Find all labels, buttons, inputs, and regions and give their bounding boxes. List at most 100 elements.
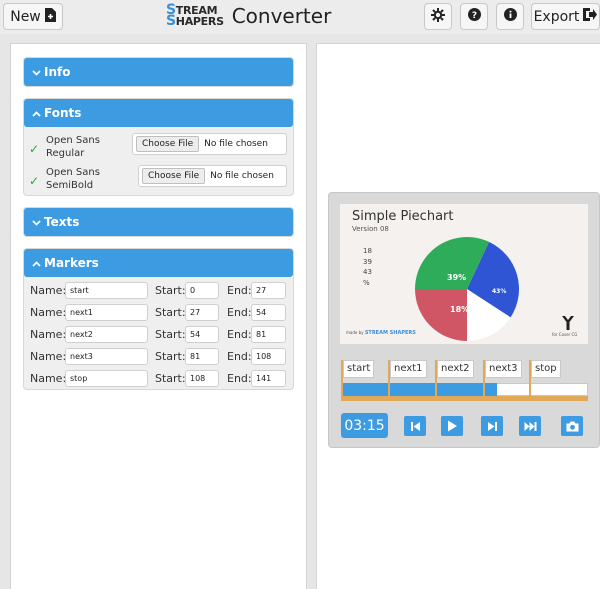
pie-slice-39 bbox=[415, 237, 489, 289]
marker-end-input[interactable]: 54 bbox=[251, 304, 286, 321]
preview-title: Simple Piechart bbox=[352, 209, 454, 224]
marker-start-input[interactable]: 0 bbox=[185, 282, 219, 299]
pie-slice-18 bbox=[415, 289, 467, 341]
timeline-marker[interactable]: next1 bbox=[388, 360, 427, 401]
step-forward-button[interactable] bbox=[481, 416, 503, 436]
brand-logo-icon bbox=[562, 316, 574, 334]
end-label: End: bbox=[227, 350, 252, 363]
screenshot-button[interactable] bbox=[561, 416, 583, 436]
fast-forward-button[interactable] bbox=[519, 416, 541, 436]
timeline-marker[interactable]: start bbox=[341, 360, 375, 401]
app-logo: STREAM SHAPERS Converter bbox=[166, 2, 332, 29]
texts-section-header[interactable]: Texts bbox=[24, 208, 293, 236]
chevron-down-icon bbox=[32, 65, 41, 79]
marker-row: Name: start Start: 0 End: 27 bbox=[24, 281, 294, 301]
export-icon bbox=[583, 8, 598, 25]
timeline-marker-label: next3 bbox=[485, 360, 522, 378]
made-by-credit: made by STREAM SHAPERS bbox=[346, 330, 416, 336]
font-name: Open Sans SemiBold bbox=[46, 167, 100, 191]
settings-button[interactable] bbox=[424, 3, 452, 30]
marker-end-input[interactable]: 141 bbox=[251, 370, 286, 387]
end-label: End: bbox=[227, 306, 252, 319]
choose-file-button[interactable]: Choose File bbox=[136, 136, 200, 152]
help-icon: ? bbox=[467, 8, 481, 25]
font-file-input[interactable]: Choose File No file chosen bbox=[138, 165, 287, 187]
skip-back-button[interactable] bbox=[404, 416, 426, 436]
marker-end-input[interactable]: 81 bbox=[251, 326, 286, 343]
font-row: ✓ Open Sans SemiBold Choose File No file… bbox=[24, 165, 294, 195]
player: Simple Piechart Version 08 18 39 43 % 39… bbox=[328, 192, 600, 448]
start-label: Start: bbox=[155, 284, 186, 297]
timeline-marker-label: stop bbox=[531, 360, 561, 378]
play-button[interactable] bbox=[441, 416, 463, 436]
slice-label-green: 39% bbox=[447, 273, 466, 282]
name-label: Name: bbox=[30, 350, 67, 363]
export-button[interactable]: Export bbox=[531, 3, 600, 30]
pie-slice-43 bbox=[467, 241, 519, 318]
timeline-marker[interactable]: stop bbox=[529, 360, 561, 401]
marker-name-input[interactable]: next1 bbox=[65, 304, 148, 321]
start-label: Start: bbox=[155, 350, 186, 363]
info-icon bbox=[503, 8, 517, 25]
info-section-title: Info bbox=[44, 65, 71, 79]
marker-start-input[interactable]: 81 bbox=[185, 348, 219, 365]
fonts-section-header[interactable]: Fonts bbox=[24, 99, 293, 127]
marker-name-input[interactable]: stop bbox=[65, 370, 148, 387]
marker-start-input[interactable]: 27 bbox=[185, 304, 219, 321]
step-forward-icon bbox=[487, 417, 498, 436]
name-label: Name: bbox=[30, 372, 67, 385]
timeline-marker-label: start bbox=[343, 360, 375, 378]
chevron-up-icon bbox=[32, 256, 41, 270]
name-label: Name: bbox=[30, 306, 67, 319]
start-label: Start: bbox=[155, 306, 186, 319]
chevron-up-icon bbox=[32, 106, 41, 120]
new-button-label: New bbox=[10, 8, 41, 25]
marker-row: Name: next3 Start: 81 End: 108 bbox=[24, 347, 294, 367]
slice-label-blue: 43% bbox=[492, 288, 506, 295]
end-label: End: bbox=[227, 372, 252, 385]
info-section-header[interactable]: Info bbox=[24, 58, 293, 86]
markers-section-header[interactable]: Markers bbox=[24, 249, 293, 277]
choose-file-button[interactable]: Choose File bbox=[142, 168, 206, 184]
marker-end-input[interactable]: 27 bbox=[251, 282, 286, 299]
preview-value: 39 bbox=[363, 257, 372, 266]
marker-row: Name: next1 Start: 27 End: 54 bbox=[24, 303, 294, 323]
export-button-label: Export bbox=[533, 8, 580, 25]
piechart: 39% 43% 18% bbox=[415, 237, 519, 341]
camera-icon bbox=[566, 417, 579, 436]
marker-start-input[interactable]: 108 bbox=[185, 370, 219, 387]
info-section: Info bbox=[23, 57, 294, 87]
info-button[interactable] bbox=[496, 3, 524, 30]
time-display: 03:15 bbox=[341, 413, 388, 438]
stream-shapers-logo: STREAM SHAPERS bbox=[166, 2, 224, 29]
timeline-marker-label: next2 bbox=[437, 360, 474, 378]
slice-label-red: 18% bbox=[450, 305, 469, 314]
font-row: ✓ Open Sans Regular Choose File No file … bbox=[24, 133, 294, 163]
file-status: No file chosen bbox=[204, 139, 268, 149]
font-file-input[interactable]: Choose File No file chosen bbox=[132, 133, 287, 155]
preview-value: 43 bbox=[363, 268, 372, 276]
preview-values: 18 39 43 % bbox=[363, 246, 372, 288]
end-label: End: bbox=[227, 328, 252, 341]
name-label: Name: bbox=[30, 284, 67, 297]
end-label: End: bbox=[227, 284, 252, 297]
timeline-marker[interactable]: next3 bbox=[483, 360, 522, 401]
timeline-marker[interactable]: next2 bbox=[435, 360, 474, 401]
svg-text:?: ? bbox=[471, 11, 476, 21]
new-button[interactable]: New bbox=[3, 3, 63, 30]
help-button[interactable]: ? bbox=[460, 3, 488, 30]
marker-name-input[interactable]: next3 bbox=[65, 348, 148, 365]
markers-section-title: Markers bbox=[44, 256, 99, 270]
marker-start-input[interactable]: 54 bbox=[185, 326, 219, 343]
texts-section: Texts bbox=[23, 207, 294, 237]
settings-panel: Info Fonts ✓ Open Sans Regular Choose Fi… bbox=[10, 43, 307, 589]
fast-forward-icon bbox=[524, 417, 537, 436]
start-label: Start: bbox=[155, 328, 186, 341]
checkmark-icon: ✓ bbox=[29, 142, 40, 156]
marker-end-input[interactable]: 108 bbox=[251, 348, 286, 365]
marker-name-input[interactable]: start bbox=[65, 282, 148, 299]
app-title: Converter bbox=[231, 4, 332, 28]
preview-version: Version 08 bbox=[352, 225, 389, 233]
file-status: No file chosen bbox=[210, 171, 274, 181]
marker-name-input[interactable]: next2 bbox=[65, 326, 148, 343]
